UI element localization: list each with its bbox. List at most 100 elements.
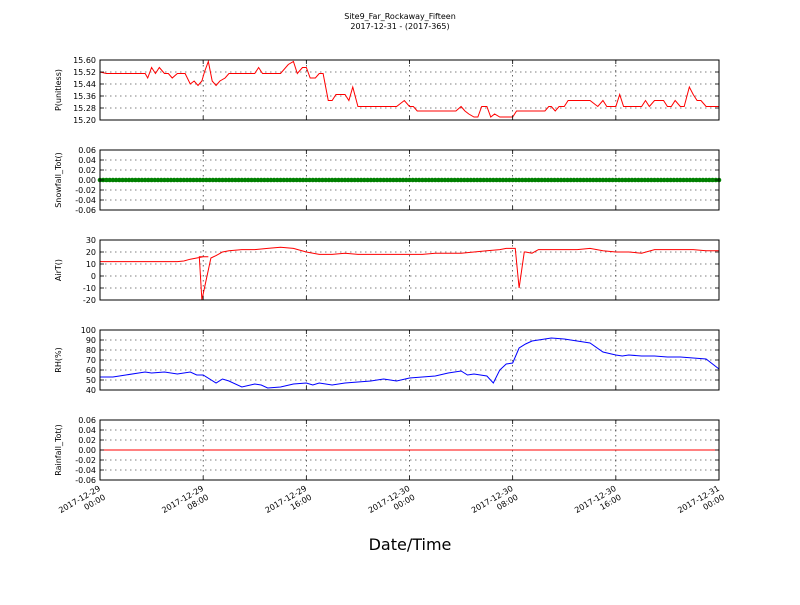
- scatter-point: [507, 177, 512, 183]
- y-tick-label: 30: [86, 236, 96, 245]
- scatter-point: [365, 177, 370, 183]
- scatter-point: [326, 177, 332, 183]
- y-tick-label: 50: [86, 376, 96, 385]
- scatter-point: [629, 177, 635, 183]
- scatter-point: [184, 177, 190, 183]
- scatter-point: [342, 177, 348, 183]
- scatter-point: [491, 177, 496, 183]
- scatter-point: [268, 177, 274, 183]
- scatter-point: [681, 177, 686, 183]
- scatter-point: [123, 177, 129, 183]
- scatter-point: [532, 177, 538, 183]
- scatter-point: [558, 177, 564, 183]
- scatter-point: [455, 177, 461, 183]
- y-tick-label: 40: [86, 386, 96, 395]
- scatter-point: [584, 177, 590, 183]
- scatter-point: [129, 177, 135, 183]
- scatter-point: [110, 177, 116, 183]
- scatter-point: [597, 177, 603, 183]
- scatter-point: [374, 177, 380, 183]
- scatter-point: [300, 177, 306, 183]
- y-tick-label: 60: [86, 366, 96, 375]
- scatter-point: [520, 177, 525, 183]
- scatter-point: [487, 177, 493, 183]
- scatter-point: [607, 177, 612, 183]
- y-tick-label: 0.00: [78, 176, 96, 185]
- scatter-point: [310, 177, 316, 183]
- scatter-point: [674, 177, 680, 183]
- scatter-point: [671, 177, 677, 183]
- scatter-point: [323, 177, 328, 183]
- panels-group: 15.60 15.52 15.44 15.36 15.28 15.20 P(unitless…: [54, 56, 722, 485]
- scatter-point: [162, 177, 167, 183]
- y-tick-label: -0.04: [75, 196, 96, 205]
- scatter-point: [233, 177, 238, 183]
- scatter-point: [287, 177, 293, 183]
- scatter-point: [107, 177, 112, 183]
- scatter-point: [320, 177, 325, 183]
- y-tick-label: 20: [86, 248, 96, 257]
- scatter-point: [513, 177, 519, 183]
- chart-subtitle: 2017-12-31 - (2017-365): [350, 22, 449, 31]
- y-tick-label: 15.36: [73, 92, 96, 101]
- scatter-point: [139, 177, 145, 183]
- scatter-point: [384, 177, 390, 183]
- scatter-point: [468, 177, 474, 183]
- scatter-point: [271, 177, 277, 183]
- scatter-point: [275, 177, 280, 183]
- scatter-point: [581, 177, 586, 183]
- scatter-point: [526, 177, 532, 183]
- scatter-point: [168, 177, 174, 183]
- y-axis-label: Rainfall_Tot(): [54, 424, 63, 476]
- panel-3: 30 20 10 0 -10 -20 AirT(): [54, 236, 720, 305]
- scatter-point: [703, 177, 709, 183]
- scatter-point: [216, 177, 222, 183]
- scatter-point: [149, 177, 154, 183]
- scatter-point: [413, 177, 419, 183]
- scatter-point: [616, 177, 622, 183]
- scatter-point: [523, 177, 528, 183]
- scatter-point: [136, 177, 141, 183]
- scatter-point: [549, 177, 554, 183]
- scatter-point: [407, 177, 412, 183]
- scatter-point: [516, 177, 522, 183]
- panel-1: 15.60 15.52 15.44 15.36 15.28 15.20 P(unitless…: [54, 56, 720, 125]
- scatter-point: [316, 177, 322, 183]
- scatter-point: [313, 177, 319, 183]
- scatter-point: [494, 177, 499, 183]
- scatter-point: [623, 177, 628, 183]
- scatter-point: [542, 177, 548, 183]
- scatter-point: [187, 177, 193, 183]
- scatter-point: [378, 177, 383, 183]
- scatter-point: [429, 177, 435, 183]
- series-line: [100, 337, 720, 389]
- scatter-point: [594, 177, 599, 183]
- y-tick-label: 15.52: [73, 68, 96, 77]
- y-tick-label: -0.04: [75, 466, 96, 475]
- scatter-point: [610, 177, 615, 183]
- scatter-point: [229, 177, 235, 183]
- scatter-point: [700, 177, 706, 183]
- scatter-point: [690, 177, 696, 183]
- y-tick-label: 90: [86, 336, 96, 345]
- scatter-point: [465, 177, 470, 183]
- y-tick-label: 80: [86, 346, 96, 355]
- scatter-point: [642, 177, 648, 183]
- scatter-point: [249, 177, 254, 183]
- scatter-point: [291, 177, 296, 183]
- scatter-point: [387, 177, 393, 183]
- scatter-point: [423, 177, 428, 183]
- scatter-point: [678, 177, 683, 183]
- scatter-point: [339, 177, 345, 183]
- scatter-point: [400, 177, 406, 183]
- scatter-point: [220, 177, 225, 183]
- scatter-point: [126, 177, 132, 183]
- y-tick-label: 15.60: [73, 56, 96, 65]
- y-tick-label: -0.02: [75, 186, 96, 195]
